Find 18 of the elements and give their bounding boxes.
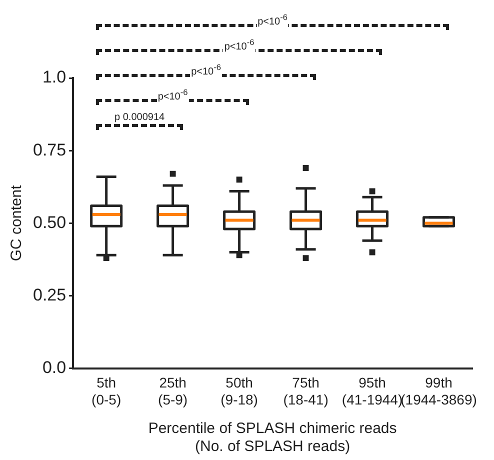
x-tick-label: 25th (5-9) [158, 374, 188, 408]
text: p<10$^{-6}$ [256, 12, 288, 28]
text: p<10$^{-6}$ [223, 37, 256, 52]
x-axis-title: Percentile of SPLASH chimeric reads (No. of SPLASH reads) [148, 420, 397, 456]
y-axis-title: GC content [8, 184, 26, 262]
y-tick-label: 0.50 [32, 212, 66, 232]
annotation: p 0.000914 [114, 112, 166, 123]
x-tick-label: 5th (0-5) [92, 374, 122, 408]
x-tick-label: 75th (18-41) [283, 374, 328, 408]
y-tick-label: 1.0 [42, 68, 66, 87]
y-tick-label: 0.75 [32, 140, 66, 160]
y-tick-label: 0.0 [42, 358, 66, 378]
x-tick-label: 95th (41-1944) [342, 374, 403, 408]
x-tick-label: 50th (9-18) [220, 374, 258, 408]
x-tick-label: 99th (1944-3869) [400, 374, 477, 408]
y-tick-label: 0.25 [32, 285, 66, 304]
annotation: p<10$^{-6}$ [156, 87, 189, 102]
text: p<10$^{-6}$ [190, 62, 222, 78]
